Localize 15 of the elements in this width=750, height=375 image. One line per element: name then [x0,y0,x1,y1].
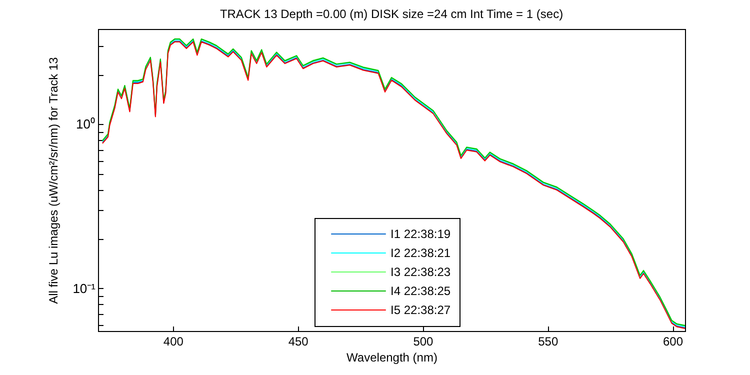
y-tick-label: 10⁰ [76,116,96,132]
legend-label: I4 22:38:25 [390,284,451,298]
x-tick-label: 400 [163,334,184,348]
legend-label: I2 22:38:21 [390,246,451,260]
legend-label: I5 22:38:27 [390,303,451,317]
x-tick-label: 600 [662,334,684,348]
x-tick-label: 500 [413,334,434,348]
x-tick-label: 550 [538,334,558,348]
x-axis-title: Wavelength (nm) [346,350,438,364]
chart-title: TRACK 13 Depth =0.00 (m) DISK size =24 cm Int Time = 1 (sec) [220,7,564,21]
y-tick-label: 10⁻¹ [72,280,96,296]
y-axis-title: All five Lu images (uW/cm²/sr/nm) for Track 13 [46,56,61,304]
x-tick-label: 450 [288,334,309,348]
legend-label: I3 22:38:23 [390,265,451,279]
legend-label: I1 22:38:19 [390,227,451,241]
